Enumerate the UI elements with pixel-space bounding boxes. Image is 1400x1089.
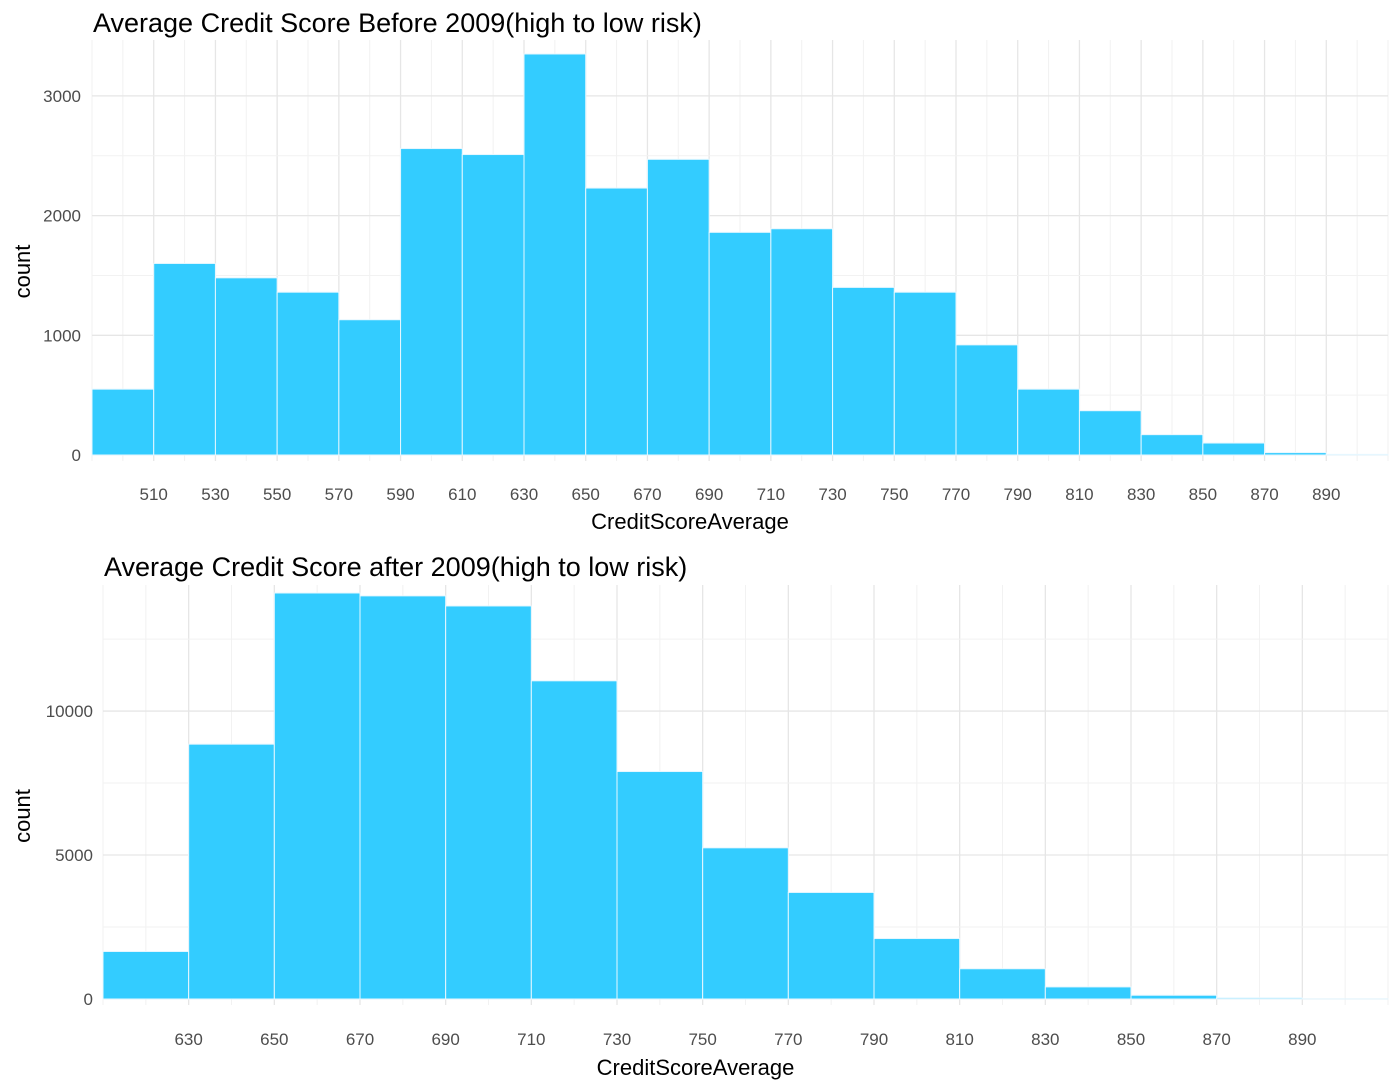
x-tick-label: 670 (346, 1030, 374, 1049)
histogram-bar (188, 743, 275, 1000)
x-tick-label: 510 (140, 485, 168, 504)
histogram-bar (873, 938, 961, 1000)
histogram-bar (702, 847, 789, 1000)
histogram-before-2009: Average Credit Score Before 2009(high to… (0, 0, 1400, 540)
x-tick-label: 630 (174, 1030, 202, 1049)
histogram-bar (1202, 442, 1266, 456)
x-tick-label: 710 (517, 1030, 545, 1049)
x-tick-label: 690 (431, 1030, 459, 1049)
chart-title: Average Credit Score Before 2009(high to… (93, 8, 702, 38)
histogram-bar (523, 53, 587, 456)
y-axis-title: count (10, 245, 35, 299)
x-tick-label: 670 (633, 485, 661, 504)
x-tick-label: 810 (1065, 485, 1093, 504)
x-tick-label: 570 (325, 485, 353, 504)
histogram-bar (1130, 994, 1218, 1000)
histogram-bar (770, 228, 834, 456)
histogram-bar (214, 277, 278, 456)
histogram-bar (1325, 453, 1389, 456)
x-tick-label: 650 (260, 1030, 288, 1049)
x-tick-label: 530 (201, 485, 229, 504)
x-tick-label: 730 (603, 1030, 631, 1049)
histogram-bar (1044, 986, 1132, 1000)
x-tick-label: 550 (263, 485, 291, 504)
y-axis-title: count (10, 789, 35, 843)
x-axis-title: CreditScoreAverage (597, 1055, 795, 1080)
histogram-bar (273, 592, 361, 1000)
y-tick-label: 5000 (55, 846, 93, 865)
x-tick-label: 890 (1312, 485, 1340, 504)
histogram-bar (1017, 388, 1080, 456)
x-tick-label: 830 (1127, 485, 1155, 504)
x-tick-label: 770 (942, 485, 970, 504)
histogram-after-2009: Average Credit Score after 2009(high to … (0, 545, 1400, 1089)
histogram-bar (102, 950, 190, 1000)
histogram-bar (461, 154, 525, 456)
x-tick-label: 610 (448, 485, 476, 504)
histogram-bar (359, 595, 447, 1000)
histogram-bar (585, 187, 648, 456)
x-tick-label: 650 (572, 485, 600, 504)
histogram-bar (1264, 452, 1327, 456)
y-tick-label: 10000 (46, 702, 93, 721)
histogram-bar (1078, 410, 1142, 456)
histogram-bar (153, 262, 216, 456)
x-tick-label: 590 (386, 485, 414, 504)
histogram-bar (338, 319, 402, 456)
x-tick-label: 730 (818, 485, 846, 504)
x-tick-label: 870 (1202, 1030, 1230, 1049)
x-tick-labels: 510 530 550 570 590 610 630 650 670 690 710 730 750 7… (140, 485, 1341, 504)
bars (102, 592, 1389, 1000)
x-tick-label: 850 (1117, 1030, 1145, 1049)
x-tick-label: 690 (695, 485, 723, 504)
y-tick-label: 0 (84, 990, 93, 1009)
x-tick-label: 790 (860, 1030, 888, 1049)
x-tick-label: 810 (945, 1030, 973, 1049)
histogram-bar (959, 968, 1046, 1000)
y-tick-labels: 0 5000 10000 (46, 702, 93, 1009)
x-tick-label: 770 (774, 1030, 802, 1049)
y-tick-label: 1000 (43, 326, 81, 345)
histogram-bar (91, 388, 155, 456)
histogram-bar (1140, 434, 1204, 456)
x-tick-label: 830 (1031, 1030, 1059, 1049)
x-tick-label: 630 (510, 485, 538, 504)
x-tick-label: 790 (1004, 485, 1032, 504)
histogram-bar (445, 605, 532, 1000)
histogram-plot-area: 630 650 670 690 710 730 750 770 790 810 830 850 870 8… (10, 585, 1389, 1080)
histogram-plot-area: 510 530 550 570 590 610 630 650 670 690 710 730 750 7… (10, 40, 1389, 534)
x-tick-label: 850 (1189, 485, 1217, 504)
x-axis-title: CreditScoreAverage (591, 509, 789, 534)
histogram-bar (832, 286, 895, 456)
histogram-bar (955, 344, 1019, 456)
x-tick-label: 710 (757, 485, 785, 504)
x-tick-label: 870 (1250, 485, 1278, 504)
x-tick-label: 750 (880, 485, 908, 504)
x-tick-labels: 630 650 670 690 710 730 750 770 790 810 830 850 870 8… (174, 1030, 1316, 1049)
histogram-bar (708, 231, 772, 456)
bars (91, 53, 1389, 456)
histogram-bar (400, 148, 463, 456)
histogram-bar (646, 158, 710, 456)
x-tick-label: 750 (688, 1030, 716, 1049)
histogram-bar (276, 291, 340, 456)
histogram-bar (530, 680, 618, 1000)
histogram-bar (616, 771, 704, 1000)
histogram-bar (787, 891, 875, 1000)
histogram-bar (1216, 997, 1303, 1000)
y-tick-labels: 0 1000 2000 3000 (43, 87, 81, 465)
chart-title: Average Credit Score after 2009(high to … (104, 552, 688, 582)
y-tick-label: 3000 (43, 87, 81, 106)
x-tick-label: 890 (1288, 1030, 1316, 1049)
y-tick-label: 0 (72, 446, 81, 465)
histogram-bar (893, 291, 957, 456)
y-tick-label: 2000 (43, 207, 81, 226)
